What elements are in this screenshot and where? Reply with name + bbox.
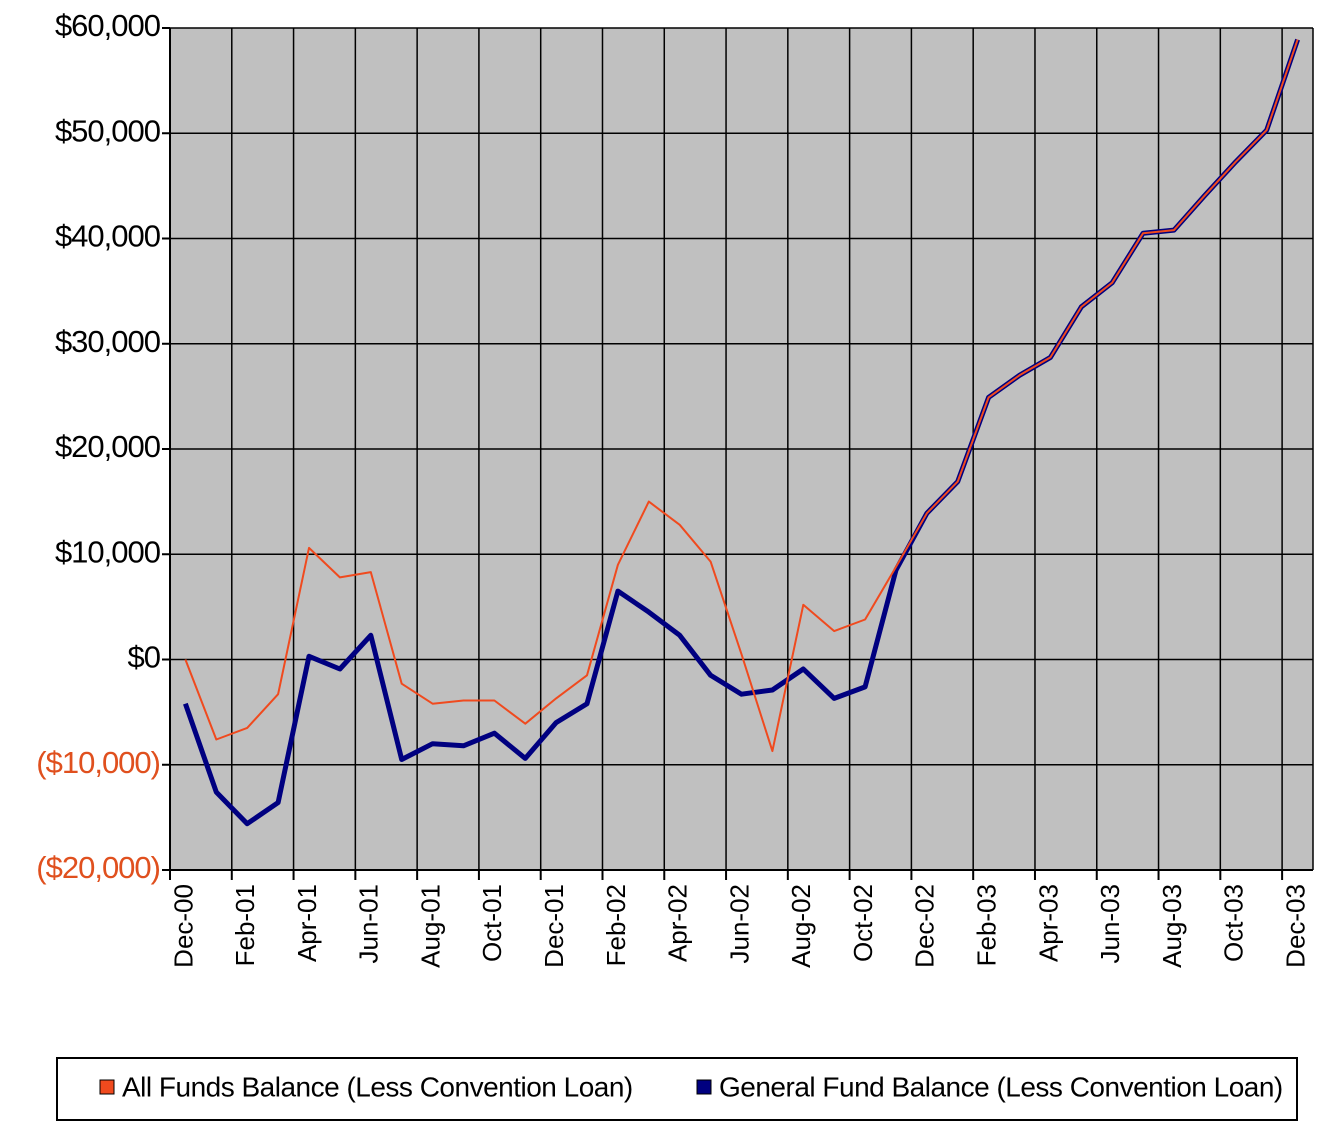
x-tick-label: Dec-01 [539,884,569,968]
x-tick-label: Oct-03 [1219,884,1249,962]
y-tick-label: $60,000 [55,8,161,43]
x-tick-label: Jun-03 [1095,884,1125,964]
series-line [184,39,1299,753]
x-tick-label: Oct-02 [848,884,878,962]
x-tick-label: Aug-03 [1157,884,1187,968]
y-tick-label: $20,000 [55,429,161,464]
y-tick-label: $10,000 [55,534,161,569]
x-tick-label: Apr-01 [292,884,322,962]
x-tick-label: Feb-01 [230,884,260,966]
x-tick-label: Aug-02 [786,884,816,968]
y-tick-label: $0 [128,640,161,675]
y-tick-label: $30,000 [55,324,161,359]
x-tick-label: Jun-02 [724,884,754,964]
x-tick-label: Oct-01 [477,884,507,962]
x-tick-label: Feb-02 [601,884,631,966]
x-tick-label: Feb-03 [972,884,1002,966]
y-tick-label: ($10,000) [36,745,160,780]
legend-label: General Fund Balance (Less Convention Lo… [719,1071,1283,1102]
x-tick-label: Dec-02 [910,884,940,968]
legend-label: All Funds Balance (Less Convention Loan) [122,1071,633,1102]
y-tick-label: $50,000 [55,113,161,148]
legend-swatch [696,1079,712,1095]
x-tick-label: Apr-03 [1033,884,1063,962]
legend [56,1057,1298,1121]
x-tick-label: Apr-02 [663,884,693,962]
y-tick-label: $40,000 [55,219,161,254]
y-tick-label: ($20,000) [36,850,160,885]
x-tick-label: Dec-03 [1280,884,1310,968]
x-tick-label: Jun-01 [354,884,384,964]
x-tick-label: Aug-01 [415,884,445,968]
x-tick-label: Dec-00 [168,884,198,968]
legend-swatch [99,1079,115,1095]
